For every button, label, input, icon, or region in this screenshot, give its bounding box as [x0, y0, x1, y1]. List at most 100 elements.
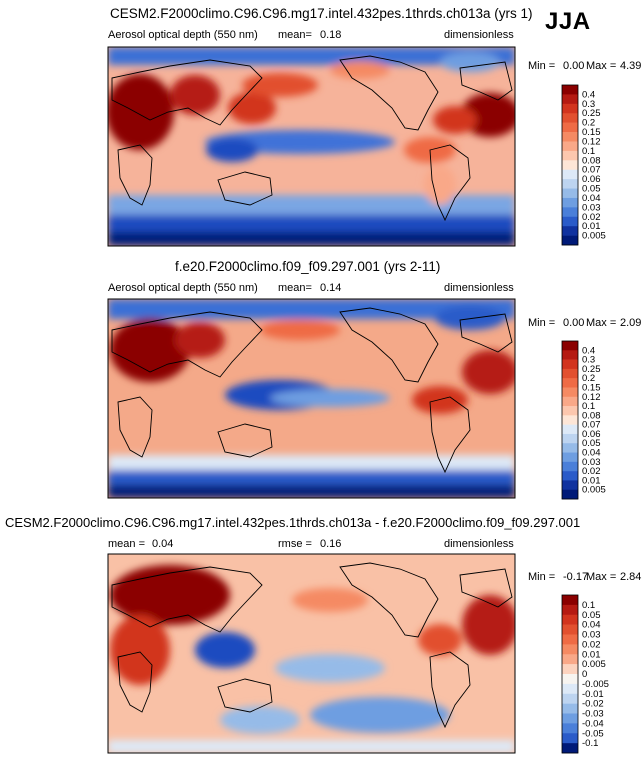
colorbar-swatch	[562, 693, 578, 704]
colorbar-swatch	[562, 461, 578, 472]
panel2-min-value: 0.00	[563, 317, 585, 329]
colorbar-swatch	[562, 368, 578, 379]
colorbar-tick-label: 0.06	[582, 429, 601, 440]
colorbar-tick-label: 0.4	[582, 89, 595, 100]
panel2-mean-value: 0.14	[320, 282, 342, 294]
colorbar-swatch	[562, 207, 578, 218]
colorbar-tick-label: 0	[582, 669, 587, 680]
panel3-title: CESM2.F2000climo.C96.C96.mg17.intel.432p…	[5, 515, 581, 530]
colorbar-tick-label: 0.03	[582, 630, 601, 641]
colorbar-tick-label: 0.3	[582, 355, 595, 366]
colorbar-swatch	[562, 723, 578, 734]
panel3-map	[107, 553, 516, 754]
colorbar-tick-label: 0.03	[582, 457, 601, 468]
panel3-min-label: Min =	[528, 571, 556, 583]
colorbar-swatch	[562, 235, 578, 246]
panel3-min-value: -0.17	[563, 571, 589, 583]
colorbar-tick-label: 0.12	[582, 392, 601, 403]
colorbar-swatch	[562, 634, 578, 645]
colorbar-tick-label: 0.005	[582, 659, 606, 670]
panel3-coastlines	[111, 562, 513, 729]
panel3-mean-value: 0.04	[152, 538, 174, 550]
colorbar-tick-label: 0.01	[582, 649, 601, 660]
colorbar-swatch	[562, 733, 578, 744]
colorbar-tick-label: 0.08	[582, 410, 601, 421]
panel1-max-label: Max =	[586, 60, 617, 72]
colorbar-swatch	[562, 103, 578, 114]
colorbar-swatch	[562, 226, 578, 236]
colorbar-tick-label: 0.3	[582, 99, 595, 110]
panel1-frame	[107, 46, 516, 247]
colorbar-tick-label: -0.04	[582, 718, 604, 729]
colorbar-tick-label: 0.05	[582, 610, 601, 621]
colorbar-tick-label: 0.07	[582, 420, 601, 431]
colorbar-swatch	[562, 480, 578, 490]
colorbar-tick-label: 0.4	[582, 345, 595, 356]
colorbar-tick-label: -0.1	[582, 738, 598, 749]
colorbar-swatch	[562, 604, 578, 616]
colorbar-swatch	[562, 350, 578, 360]
panel3-rmse-label: rmse =	[278, 538, 312, 550]
colorbar-swatch	[562, 169, 578, 180]
colorbar-tick-label: -0.01	[582, 689, 604, 700]
colorbar-tick-label: 0.01	[582, 221, 601, 232]
colorbar-swatch	[562, 703, 578, 714]
colorbar-swatch	[562, 415, 578, 425]
panel1-units: dimensionless	[444, 29, 514, 41]
colorbar-tick-label: 0.04	[582, 448, 601, 459]
colorbar-swatch	[562, 614, 578, 625]
colorbar-swatch	[562, 683, 578, 695]
panel1-title: CESM2.F2000climo.C96.C96.mg17.intel.432p…	[110, 6, 533, 21]
colorbar-swatch	[562, 674, 578, 685]
colorbar-tick-label: 0.25	[582, 364, 601, 375]
panel1-min-label: Min =	[528, 60, 556, 72]
colorbar-swatch	[562, 141, 578, 152]
colorbar-swatch	[562, 160, 578, 170]
colorbar-swatch	[562, 150, 578, 161]
colorbar-tick-label: 0.04	[582, 193, 601, 204]
panel2-max-value: 2.09	[620, 317, 642, 329]
colorbar-swatch	[562, 341, 578, 351]
colorbar-tick-label: 0.01	[582, 475, 601, 486]
panel1-min-value: 0.00	[563, 60, 585, 72]
panel2-coastlines	[111, 307, 513, 474]
colorbar-swatch	[562, 433, 578, 444]
colorbar-swatch	[562, 452, 578, 463]
colorbar-tick-label: 0.03	[582, 202, 601, 213]
colorbar-swatch	[562, 406, 578, 416]
panel3-frame	[107, 553, 516, 754]
colorbar-tick-label: 0.07	[582, 165, 601, 176]
colorbar-swatch	[562, 743, 578, 754]
season-label: JJA	[545, 8, 591, 35]
panel2-map	[107, 298, 516, 499]
colorbar-swatch	[562, 188, 578, 199]
panel3-units: dimensionless	[444, 538, 514, 550]
colorbar-swatch	[562, 85, 578, 95]
colorbar-tick-label: 0.005	[582, 485, 606, 496]
panel1-max-value: 4.39	[620, 60, 642, 72]
colorbar-swatch	[562, 624, 578, 635]
panel2-mean-label: mean=	[278, 282, 312, 294]
colorbar-swatch	[562, 94, 578, 105]
colorbar-tick-label: -0.05	[582, 728, 604, 739]
colorbar-swatch	[562, 471, 578, 481]
panel1-map	[107, 46, 516, 247]
panel1-coastlines	[111, 55, 513, 222]
colorbar-tick-label: 0.08	[582, 155, 601, 166]
colorbar-swatch	[562, 664, 578, 675]
colorbar-tick-label: 0.25	[582, 108, 601, 119]
colorbar-tick-label: -0.03	[582, 709, 604, 720]
panel3-max-label: Max =	[586, 571, 617, 583]
colorbar-swatch	[562, 132, 578, 142]
colorbar-tick-label: 0.05	[582, 184, 601, 195]
panel2-units: dimensionless	[444, 282, 514, 294]
colorbar-tick-label: 0.15	[582, 382, 601, 393]
colorbar-tick-label: 0.06	[582, 174, 601, 185]
colorbar-tick-label: 0.05	[582, 438, 601, 449]
colorbar-tick-label: 0.1	[582, 146, 595, 157]
colorbar-tick-label: 0.04	[582, 620, 601, 631]
colorbar-tick-label: -0.02	[582, 699, 604, 710]
colorbar-swatch	[562, 489, 578, 500]
panel1-colorbar: 0.40.30.250.20.150.120.10.080.070.060.05…	[561, 84, 606, 246]
colorbar-tick-label: 0.1	[582, 600, 595, 611]
